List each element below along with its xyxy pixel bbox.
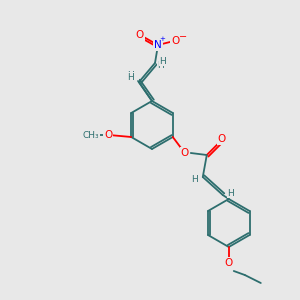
Text: O: O [171, 36, 179, 46]
Text: N: N [154, 40, 162, 50]
Text: H: H [158, 61, 164, 70]
Text: H: H [128, 70, 134, 80]
Text: H: H [191, 175, 198, 184]
Text: O: O [218, 134, 226, 144]
Text: O: O [104, 130, 112, 140]
Text: H: H [227, 188, 234, 197]
Text: O: O [181, 148, 189, 158]
Text: O: O [225, 258, 233, 268]
Text: H: H [128, 73, 134, 82]
Text: O: O [136, 30, 144, 40]
Text: CH₃: CH₃ [83, 130, 100, 140]
Text: H: H [160, 56, 167, 65]
Text: −: − [179, 32, 187, 42]
Text: +: + [159, 36, 165, 42]
